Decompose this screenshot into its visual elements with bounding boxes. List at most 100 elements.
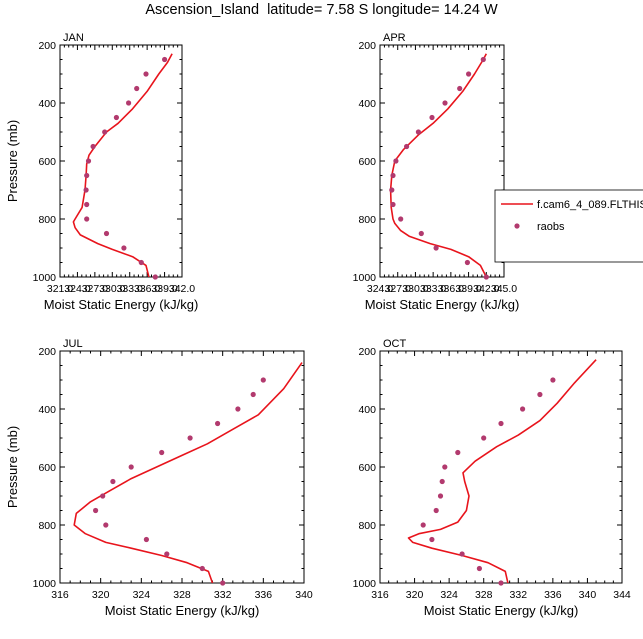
y-tick-label: 600	[38, 462, 56, 474]
raobs-point	[143, 536, 149, 543]
y-tick-label: 800	[358, 520, 376, 532]
legend-marker-swatch	[514, 223, 520, 229]
raobs-point	[199, 565, 205, 572]
raobs-point	[433, 245, 439, 251]
y-tick-label: 1000	[33, 578, 57, 590]
raobs-point	[498, 580, 504, 586]
raobs-point	[433, 507, 439, 514]
plot-frame	[379, 350, 623, 584]
raobs-point	[90, 143, 96, 150]
raobs-point	[429, 536, 435, 543]
raobs-point	[164, 551, 170, 557]
raobs-point	[103, 522, 109, 528]
y-tick-label: 400	[358, 98, 376, 110]
x-tick-label: 320	[92, 589, 110, 601]
x-axis-title: Moist Static Energy (kJ/kg)	[105, 603, 260, 618]
raobs-point	[442, 100, 448, 106]
y-tick-label: 200	[358, 346, 376, 358]
x-tick-label: 333.0	[117, 283, 143, 295]
model-line	[389, 53, 488, 277]
x-tick-label: 327.0	[82, 283, 108, 295]
raobs-points	[93, 377, 266, 586]
legend-box	[494, 189, 643, 263]
raobs-point	[260, 377, 266, 383]
x-tick-label: 327.0	[385, 283, 411, 295]
raobs-point	[143, 71, 149, 77]
x-tick-label: 345.0	[491, 283, 517, 295]
x-tick-label: 340	[579, 589, 597, 601]
x-tick-label: 320	[406, 589, 424, 601]
x-tick-label: 324	[440, 589, 458, 601]
raobs-point	[113, 114, 119, 121]
x-axis-title: Moist Static Energy (kJ/kg)	[365, 297, 520, 312]
raobs-point	[418, 230, 424, 237]
x-tick-label: 342.0	[169, 283, 195, 295]
raobs-point	[550, 377, 556, 383]
raobs-point	[437, 493, 444, 499]
y-axis-title: Pressure (mb)	[5, 426, 20, 508]
raobs-point	[429, 114, 435, 121]
raobs-points	[420, 377, 556, 586]
x-tick-label: 344	[613, 589, 631, 601]
page-title: Ascension_Island latitude= 7.58 S longit…	[145, 2, 498, 18]
panel-label: JAN	[63, 32, 84, 44]
raobs-point	[415, 129, 421, 135]
legend: f.cam6_4_089.FLTHIST_ne30.r328_gamma0.33…	[494, 189, 643, 263]
legend-label: raobs	[537, 221, 565, 233]
panel-oct: OCT 316 320 324 328 332 336 340 344 200 400 600 800 1…	[353, 338, 631, 618]
raobs-point	[85, 158, 92, 164]
raobs-point	[187, 435, 193, 441]
raobs-point	[481, 435, 487, 441]
raobs-point	[483, 274, 489, 280]
raobs-point	[537, 391, 543, 398]
raobs-point	[100, 493, 106, 499]
raobs-point	[93, 507, 99, 514]
panel-label: JUL	[63, 338, 83, 350]
raobs-point	[476, 565, 482, 572]
raobs-point	[220, 580, 226, 586]
model-line	[72, 53, 173, 277]
y-axis: 200 400 600 800 1000	[353, 346, 622, 590]
model-line	[73, 362, 303, 583]
y-tick-label: 800	[358, 214, 376, 226]
raobs-point	[84, 172, 90, 179]
raobs-point	[390, 201, 396, 208]
x-tick-label: 336	[544, 589, 562, 601]
raobs-point	[84, 216, 90, 222]
raobs-point	[439, 478, 445, 485]
y-tick-label: 800	[38, 520, 56, 532]
raobs-point	[498, 420, 504, 427]
x-axis-title: Moist Static Energy (kJ/kg)	[424, 603, 579, 618]
y-axis: 200 400 600 800 1000	[33, 40, 182, 284]
raobs-point	[103, 230, 110, 237]
raobs-point	[128, 464, 134, 470]
raobs-point	[152, 274, 158, 280]
x-tick-label: 333.0	[420, 283, 446, 295]
x-tick-label: 316	[371, 589, 389, 601]
y-tick-label: 400	[358, 404, 376, 416]
x-tick-label: 324	[133, 589, 151, 601]
x-tick-label: 321.0	[47, 283, 73, 295]
raobs-point	[459, 551, 465, 557]
raobs-point	[110, 478, 116, 485]
x-tick-label: 330.0	[99, 283, 125, 295]
raobs-point	[138, 259, 144, 266]
raobs-point	[480, 56, 486, 63]
x-tick-label: 324.0	[64, 283, 90, 295]
y-tick-label: 1000	[353, 578, 377, 590]
x-tick-label: 336.0	[438, 283, 464, 295]
plot-frame	[59, 44, 183, 278]
x-tick-label: 332	[510, 589, 528, 601]
plot-frame	[379, 44, 505, 278]
y-tick-label: 400	[38, 98, 56, 110]
raobs-point	[84, 201, 90, 208]
x-tick-label: 316	[51, 589, 69, 601]
raobs-point	[250, 391, 256, 398]
raobs-point	[126, 100, 132, 106]
x-tick-label: 342.0	[473, 283, 499, 295]
panel-label: OCT	[383, 338, 407, 350]
raobs-point	[102, 129, 108, 135]
